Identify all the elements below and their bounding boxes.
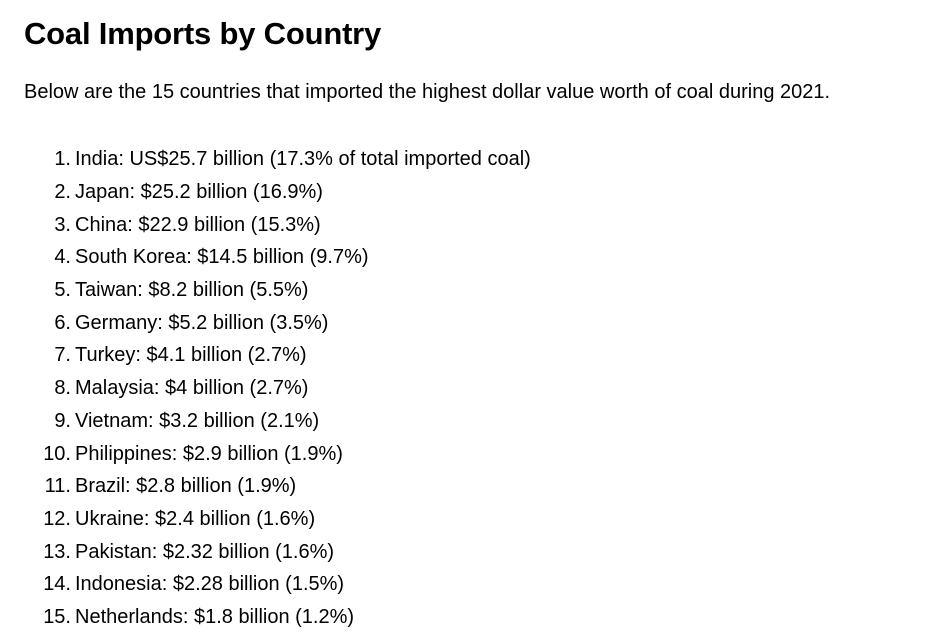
list-item-number: 9. — [54, 409, 71, 432]
list-item: 14. Indonesia: $2.28 billion (1.5%) — [0, 568, 531, 601]
list-item: 1. India: US$25.7 billion (17.3% of total… — [0, 143, 531, 176]
list-item: 8. Malaysia: $4 billion (2.7%) — [0, 372, 531, 405]
list-item-number: 10. — [43, 442, 71, 465]
list-item: 7. Turkey: $4.1 billion (2.7%) — [0, 339, 531, 372]
intro-paragraph: Below are the 15 countries that imported… — [24, 81, 831, 103]
list-item-text: Germany: $5.2 billion (3.5%) — [75, 311, 329, 334]
list-item: 9. Vietnam: $3.2 billion (2.1%) — [0, 405, 531, 438]
list-item-number: 14. — [43, 573, 71, 596]
list-item-text: Philippines: $2.9 billion (1.9%) — [75, 442, 343, 465]
list-item: 5. Taiwan: $8.2 billion (5.5%) — [0, 274, 531, 307]
list-item-text: China: $22.9 billion (15.3%) — [75, 213, 321, 236]
list-item-text: Turkey: $4.1 billion (2.7%) — [75, 344, 307, 367]
list-item-number: 11. — [44, 475, 71, 498]
list-item-text: Vietnam: $3.2 billion (2.1%) — [75, 409, 320, 432]
country-ranking-list: 1. India: US$25.7 billion (17.3% of total… — [0, 143, 531, 633]
list-item: 6. Germany: $5.2 billion (3.5%) — [0, 306, 531, 339]
list-item-number: 12. — [43, 507, 71, 530]
list-item: 12. Ukraine: $2.4 billion (1.6%) — [0, 503, 531, 536]
list-item-number: 3. — [54, 213, 71, 236]
list-item-text: South Korea: $14.5 billion (9.7%) — [75, 246, 369, 269]
list-item-number: 2. — [54, 181, 71, 204]
page-title: Coal Imports by Country — [24, 16, 382, 51]
list-item: 15. Netherlands: $1.8 billion (1.2%) — [0, 601, 531, 634]
list-item: 13. Pakistan: $2.32 billion (1.6%) — [0, 535, 531, 568]
list-item-text: Indonesia: $2.28 billion (1.5%) — [75, 573, 345, 596]
list-item-text: Japan: $25.2 billion (16.9%) — [75, 181, 323, 204]
list-item-number: 5. — [54, 279, 71, 302]
list-item: 4. South Korea: $14.5 billion (9.7%) — [0, 241, 531, 274]
list-item-number: 13. — [43, 540, 71, 563]
list-item: 10. Philippines: $2.9 billion (1.9%) — [0, 437, 531, 470]
list-item-text: Ukraine: $2.4 billion (1.6%) — [75, 507, 316, 530]
list-item-number: 4. — [54, 246, 71, 269]
list-item: 3. China: $22.9 billion (15.3%) — [0, 208, 531, 241]
list-item-number: 7. — [54, 344, 71, 367]
list-item-text: Pakistan: $2.32 billion (1.6%) — [75, 540, 335, 563]
list-item-number: 6. — [54, 311, 71, 334]
list-item-number: 15. — [43, 605, 71, 628]
list-item-text: India: US$25.7 billion (17.3% of total i… — [75, 148, 531, 171]
list-item-number: 1. — [54, 148, 71, 171]
list-item-text: Malaysia: $4 billion (2.7%) — [75, 377, 309, 400]
list-item-number: 8. — [54, 377, 71, 400]
list-item-text: Brazil: $2.8 billion (1.9%) — [75, 475, 297, 498]
list-item: 2. Japan: $25.2 billion (16.9%) — [0, 176, 531, 209]
list-item-text: Taiwan: $8.2 billion (5.5%) — [75, 279, 309, 302]
list-item: 11. Brazil: $2.8 billion (1.9%) — [0, 470, 531, 503]
list-item-text: Netherlands: $1.8 billion (1.2%) — [75, 605, 355, 628]
